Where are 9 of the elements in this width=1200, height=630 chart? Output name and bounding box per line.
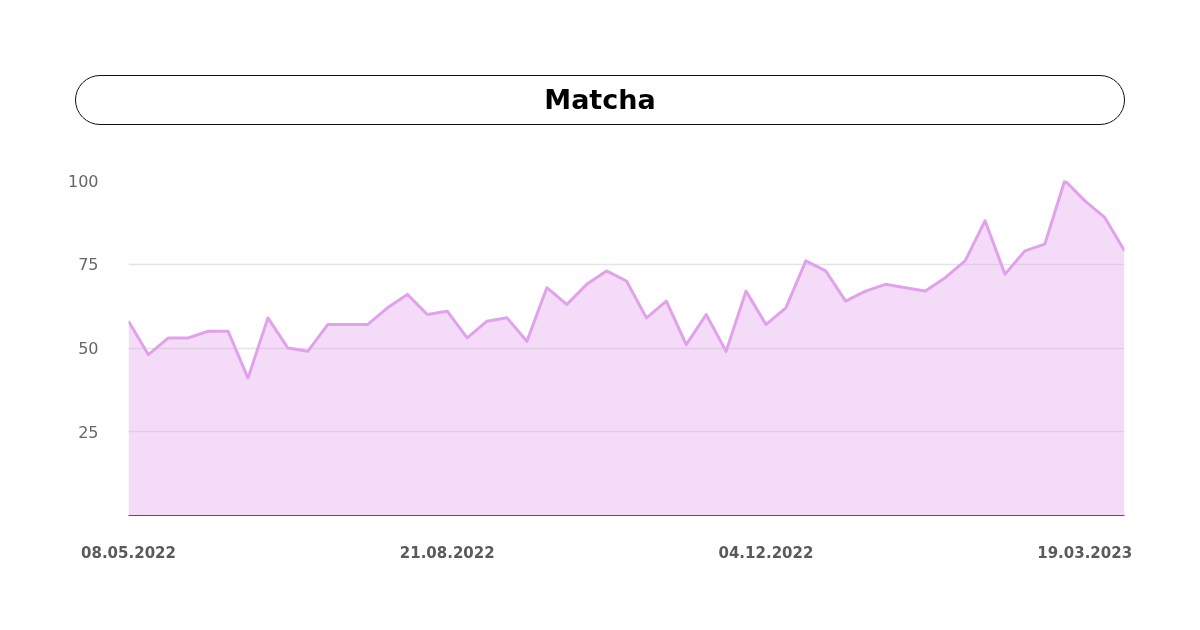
- y-tick-label: 50: [78, 339, 99, 358]
- y-tick-label: 75: [78, 255, 99, 275]
- x-tick-label: 08.05.2022: [81, 543, 176, 562]
- x-tick-label: 21.08.2022: [399, 543, 495, 562]
- x-tick-label: 04.12.2022: [718, 543, 814, 562]
- x-tick-label: 19.03.2023: [1037, 543, 1133, 562]
- y-tick-label: 25: [78, 422, 99, 442]
- y-tick-label: 100: [67, 171, 99, 191]
- chart-title: Matcha: [75, 75, 1125, 125]
